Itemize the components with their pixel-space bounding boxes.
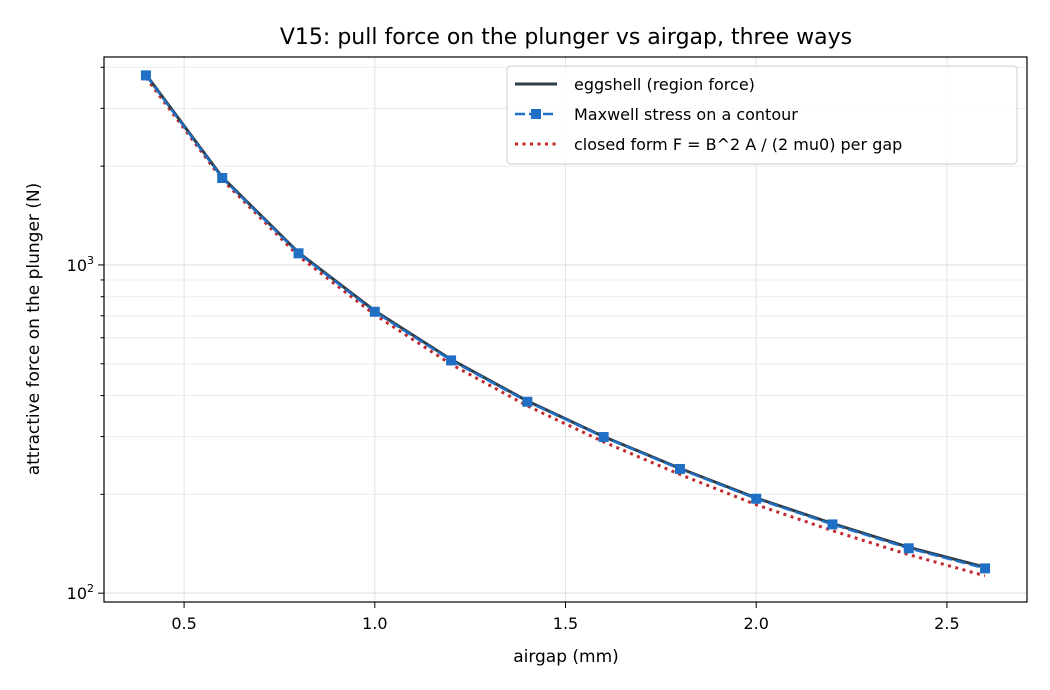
x-axis-label: airgap (mm) (513, 647, 619, 667)
x-tick-label: 2.5 (934, 614, 959, 633)
y-tick-label: 103 (67, 254, 94, 275)
y-axis: 102 103 (67, 66, 104, 603)
series-marker (598, 432, 609, 443)
legend-item: eggshell (region force) (515, 75, 755, 94)
chart-title: V15: pull force on the plunger vs airgap… (280, 25, 852, 50)
y-tick-label: 102 (67, 582, 94, 603)
series-marker (293, 248, 304, 259)
series-layer (140, 70, 991, 578)
x-tick-label: 1.0 (362, 614, 387, 633)
legend-label: closed form F = B^2 A / (2 mu0) per gap (574, 135, 902, 154)
x-tick-label: 0.5 (171, 614, 196, 633)
legend-marker (531, 109, 541, 119)
series-marker (446, 355, 457, 366)
legend-label: eggshell (region force) (574, 75, 755, 94)
x-axis: 0.5 1.0 1.5 2.0 2.5 (171, 602, 960, 633)
legend-box (506, 65, 1018, 165)
series-marker (140, 70, 151, 81)
series-marker (980, 563, 991, 574)
x-tick-label: 1.5 (553, 614, 578, 633)
series-1 (140, 70, 991, 574)
series-marker (903, 543, 914, 554)
legend-item: Maxwell stress on a contour (515, 105, 798, 124)
series-marker (217, 173, 228, 184)
series-marker (674, 463, 685, 474)
legend-item: closed form F = B^2 A / (2 mu0) per gap (515, 135, 902, 154)
x-tick-label: 2.0 (743, 614, 768, 633)
legend-label: Maxwell stress on a contour (574, 105, 798, 124)
y-axis-label: attractive force on the plunger (N) (24, 183, 44, 476)
legend: eggshell (region force) Maxwell stress on… (506, 65, 1018, 165)
series-marker (751, 493, 762, 504)
series-marker (522, 396, 533, 407)
series-marker (827, 519, 838, 530)
series-marker (369, 306, 380, 317)
series-line (145, 74, 986, 570)
